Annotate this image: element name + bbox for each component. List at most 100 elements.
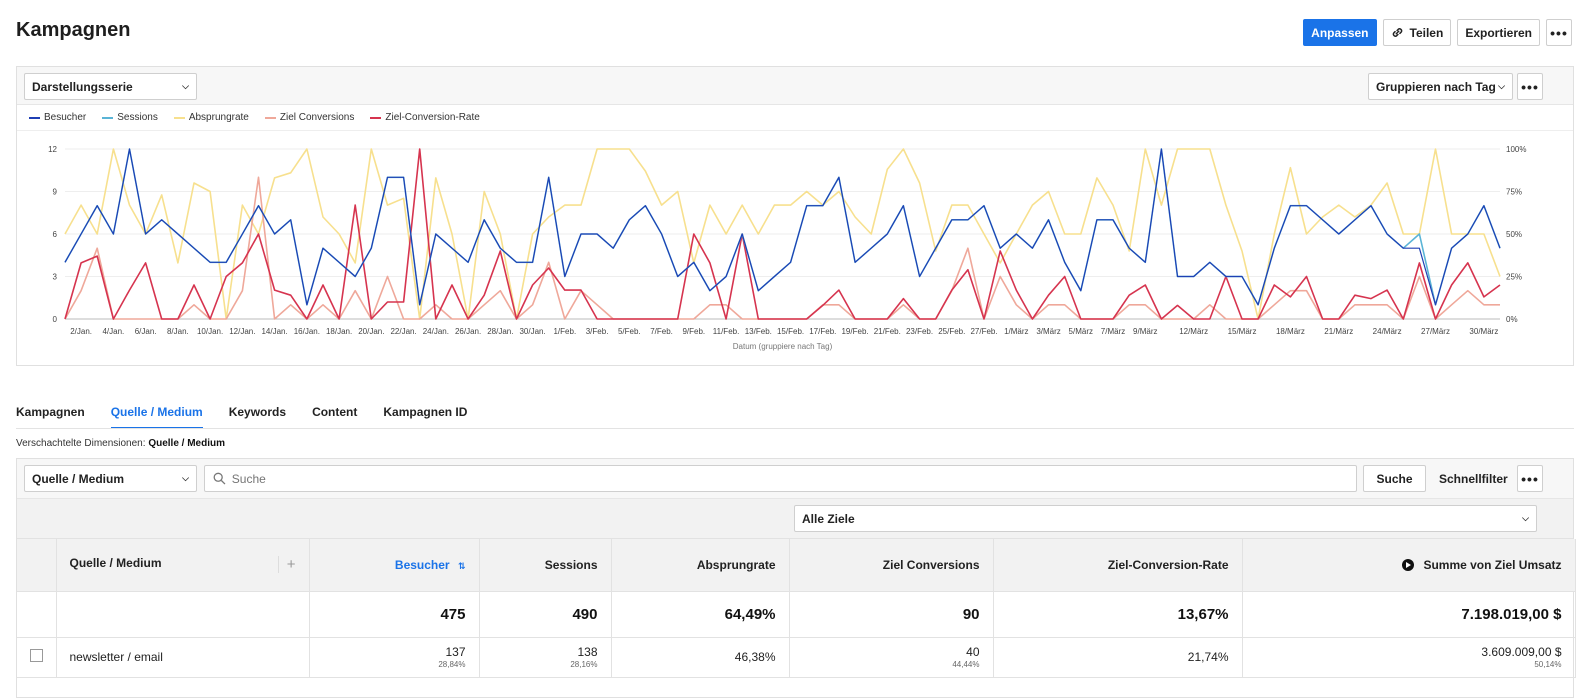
group-select[interactable]: Gruppieren nach Tag ⌵: [1368, 73, 1513, 100]
more-menu-button[interactable]: •••: [1546, 19, 1572, 46]
legend-item-besucher[interactable]: Besucher: [29, 112, 86, 123]
x-tick-label: 16/Jan.: [294, 327, 320, 336]
legend-swatch: [264, 116, 276, 119]
y-tick-label-left: 6: [53, 230, 58, 239]
x-tick-label: 1/März: [1004, 327, 1028, 336]
sort-desc-icon: ⇅: [457, 560, 466, 571]
totals-row: 475 490 64,49% 90 13,67% 7.198.019,00 $: [17, 591, 1576, 638]
legend-label: Ziel Conversions: [279, 112, 355, 123]
column-header-ziel-umsatz[interactable]: Summe von Ziel Umsatz: [1242, 539, 1576, 592]
y-tick-label-right: 50%: [1506, 230, 1522, 239]
y-tick-label-right: 0%: [1506, 315, 1518, 324]
x-tick-label: 9/März: [1133, 327, 1157, 336]
row-sessions-pct: 28,16%: [570, 660, 598, 669]
search-input[interactable]: [231, 471, 1356, 486]
export-button[interactable]: Exportieren: [1457, 19, 1540, 46]
dimension-select-label: Quelle / Medium: [32, 471, 125, 486]
tab-quelle-medium[interactable]: Quelle / Medium: [110, 404, 203, 429]
goals-select[interactable]: Alle Ziele ⌵: [794, 505, 1537, 532]
column-header-besucher[interactable]: Besucher ⇅: [309, 539, 480, 592]
chart-panel: Darstellungsserie ⌵ Gruppieren nach Tag …: [16, 66, 1574, 366]
tab-kampagnen[interactable]: Kampagnen: [16, 405, 85, 419]
y-tick-label-right: 100%: [1506, 145, 1526, 154]
link-icon: [1392, 28, 1402, 37]
tabs-divider: [16, 428, 1574, 429]
total-sessions: 490: [479, 591, 612, 638]
x-tick-label: 27/Feb.: [970, 327, 997, 336]
search-icon: [213, 472, 226, 485]
tab-keywords[interactable]: Keywords: [228, 405, 287, 419]
search-button[interactable]: Suche: [1363, 465, 1426, 492]
add-dimension-icon[interactable]: +: [277, 556, 296, 574]
table-row[interactable]: newsletter / email 137 28,84% 138 28,16% 4…: [17, 637, 1576, 678]
customize-button[interactable]: Anpassen: [1303, 19, 1377, 46]
legend-item-absprungrate[interactable]: Absprungrate: [173, 112, 249, 123]
total-conversions: 90: [789, 591, 994, 638]
x-tick-label: 7/März: [1101, 327, 1125, 336]
column-header-absprungrate[interactable]: Absprungrate: [611, 539, 790, 592]
series-select[interactable]: Darstellungsserie ⌵: [24, 73, 197, 100]
tab-kampagnen-id[interactable]: Kampagnen ID: [383, 405, 468, 419]
table-toolbar: Quelle / Medium ⌵ Suche Schnellfilter ••…: [17, 459, 1573, 499]
series-line-ziel-conversion-rate: [64, 148, 1501, 320]
nested-value: Quelle / Medium: [148, 438, 225, 449]
column-header-sessions[interactable]: Sessions: [479, 539, 612, 592]
chart-legend: Besucher Sessions Absprungrate Ziel Conv…: [17, 105, 1573, 131]
row-besucher-cell: 137 28,84%: [309, 637, 480, 678]
goals-row: Alle Ziele ⌵: [17, 499, 1573, 539]
x-tick-label: 15/Feb.: [777, 327, 804, 336]
legend-swatch: [370, 116, 382, 119]
y-tick-label-right: 75%: [1506, 188, 1522, 197]
chart-more-button[interactable]: •••: [1517, 73, 1543, 100]
table-more-button[interactable]: •••: [1517, 465, 1543, 492]
x-tick-label: 11/Feb.: [713, 327, 740, 336]
x-tick-label: 25/Feb.: [938, 327, 965, 336]
legend-item-sessions[interactable]: Sessions: [102, 112, 158, 123]
tab-content[interactable]: Content: [312, 405, 358, 419]
share-label: Teilen: [1409, 25, 1444, 40]
x-tick-label: 28/Jan.: [487, 327, 513, 336]
x-tick-label: 13/Feb.: [745, 327, 772, 336]
legend-swatch: [173, 116, 185, 119]
x-tick-label: 30/März: [1469, 327, 1498, 336]
y-tick-label-left: 0: [53, 315, 58, 324]
row-source[interactable]: newsletter / email: [56, 637, 310, 678]
dimension-select[interactable]: Quelle / Medium ⌵: [24, 465, 197, 492]
column-header-label: Besucher: [394, 557, 450, 572]
select-column-header: [17, 539, 57, 592]
x-tick-label: 27/März: [1421, 327, 1450, 336]
x-tick-label: 9/Feb.: [682, 327, 705, 336]
legend-item-ziel-conversion-rate[interactable]: Ziel-Conversion-Rate: [370, 112, 480, 123]
quick-filter-button[interactable]: Schnellfilter: [1439, 472, 1508, 486]
x-tick-label: 15/März: [1228, 327, 1257, 336]
row-checkbox[interactable]: [30, 649, 43, 662]
x-tick-label: 4/Jan.: [102, 327, 124, 336]
series-line-ziel-conversions: [64, 176, 1500, 320]
series-select-label: Darstellungsserie: [32, 79, 133, 94]
column-header-ziel-conversion-rate[interactable]: Ziel-Conversion-Rate: [993, 539, 1243, 592]
y-tick-label-left: 12: [48, 145, 57, 154]
legend-label: Absprungrate: [188, 112, 249, 123]
total-besucher: 475: [309, 591, 480, 638]
dimension-tabs: Kampagnen Quelle / Medium Keywords Conte…: [16, 404, 493, 429]
row-conversions-cell: 40 44,44%: [789, 637, 994, 678]
row-checkbox-cell: [17, 637, 57, 678]
x-tick-label: 6/Jan.: [135, 327, 157, 336]
legend-item-ziel-conversions[interactable]: Ziel Conversions: [264, 112, 355, 123]
row-umsatz-pct: 50,14%: [1534, 660, 1562, 669]
y-tick-label-right: 25%: [1506, 273, 1522, 282]
x-axis-label: Datum (gruppiere nach Tag): [733, 342, 833, 351]
table-header-row: Quelle / Medium + Besucher ⇅ Sessions Ab…: [17, 539, 1576, 592]
row-sessions-cell: 138 28,16%: [479, 637, 612, 678]
y-tick-label-left: 9: [53, 188, 58, 197]
column-header-ziel-conversions[interactable]: Ziel Conversions: [789, 539, 994, 592]
x-tick-label: 18/März: [1276, 327, 1305, 336]
x-tick-label: 8/Jan.: [167, 327, 189, 336]
column-header-source[interactable]: Quelle / Medium +: [56, 539, 310, 592]
page-title: Kampagnen: [16, 19, 131, 41]
total-conv-rate: 13,67%: [993, 591, 1243, 638]
x-tick-label: 5/März: [1069, 327, 1093, 336]
row-umsatz: 3.609.009,00 $: [1481, 645, 1562, 659]
share-button[interactable]: Teilen: [1382, 19, 1452, 46]
nested-prefix: Verschachtelte Dimensionen:: [16, 438, 146, 449]
